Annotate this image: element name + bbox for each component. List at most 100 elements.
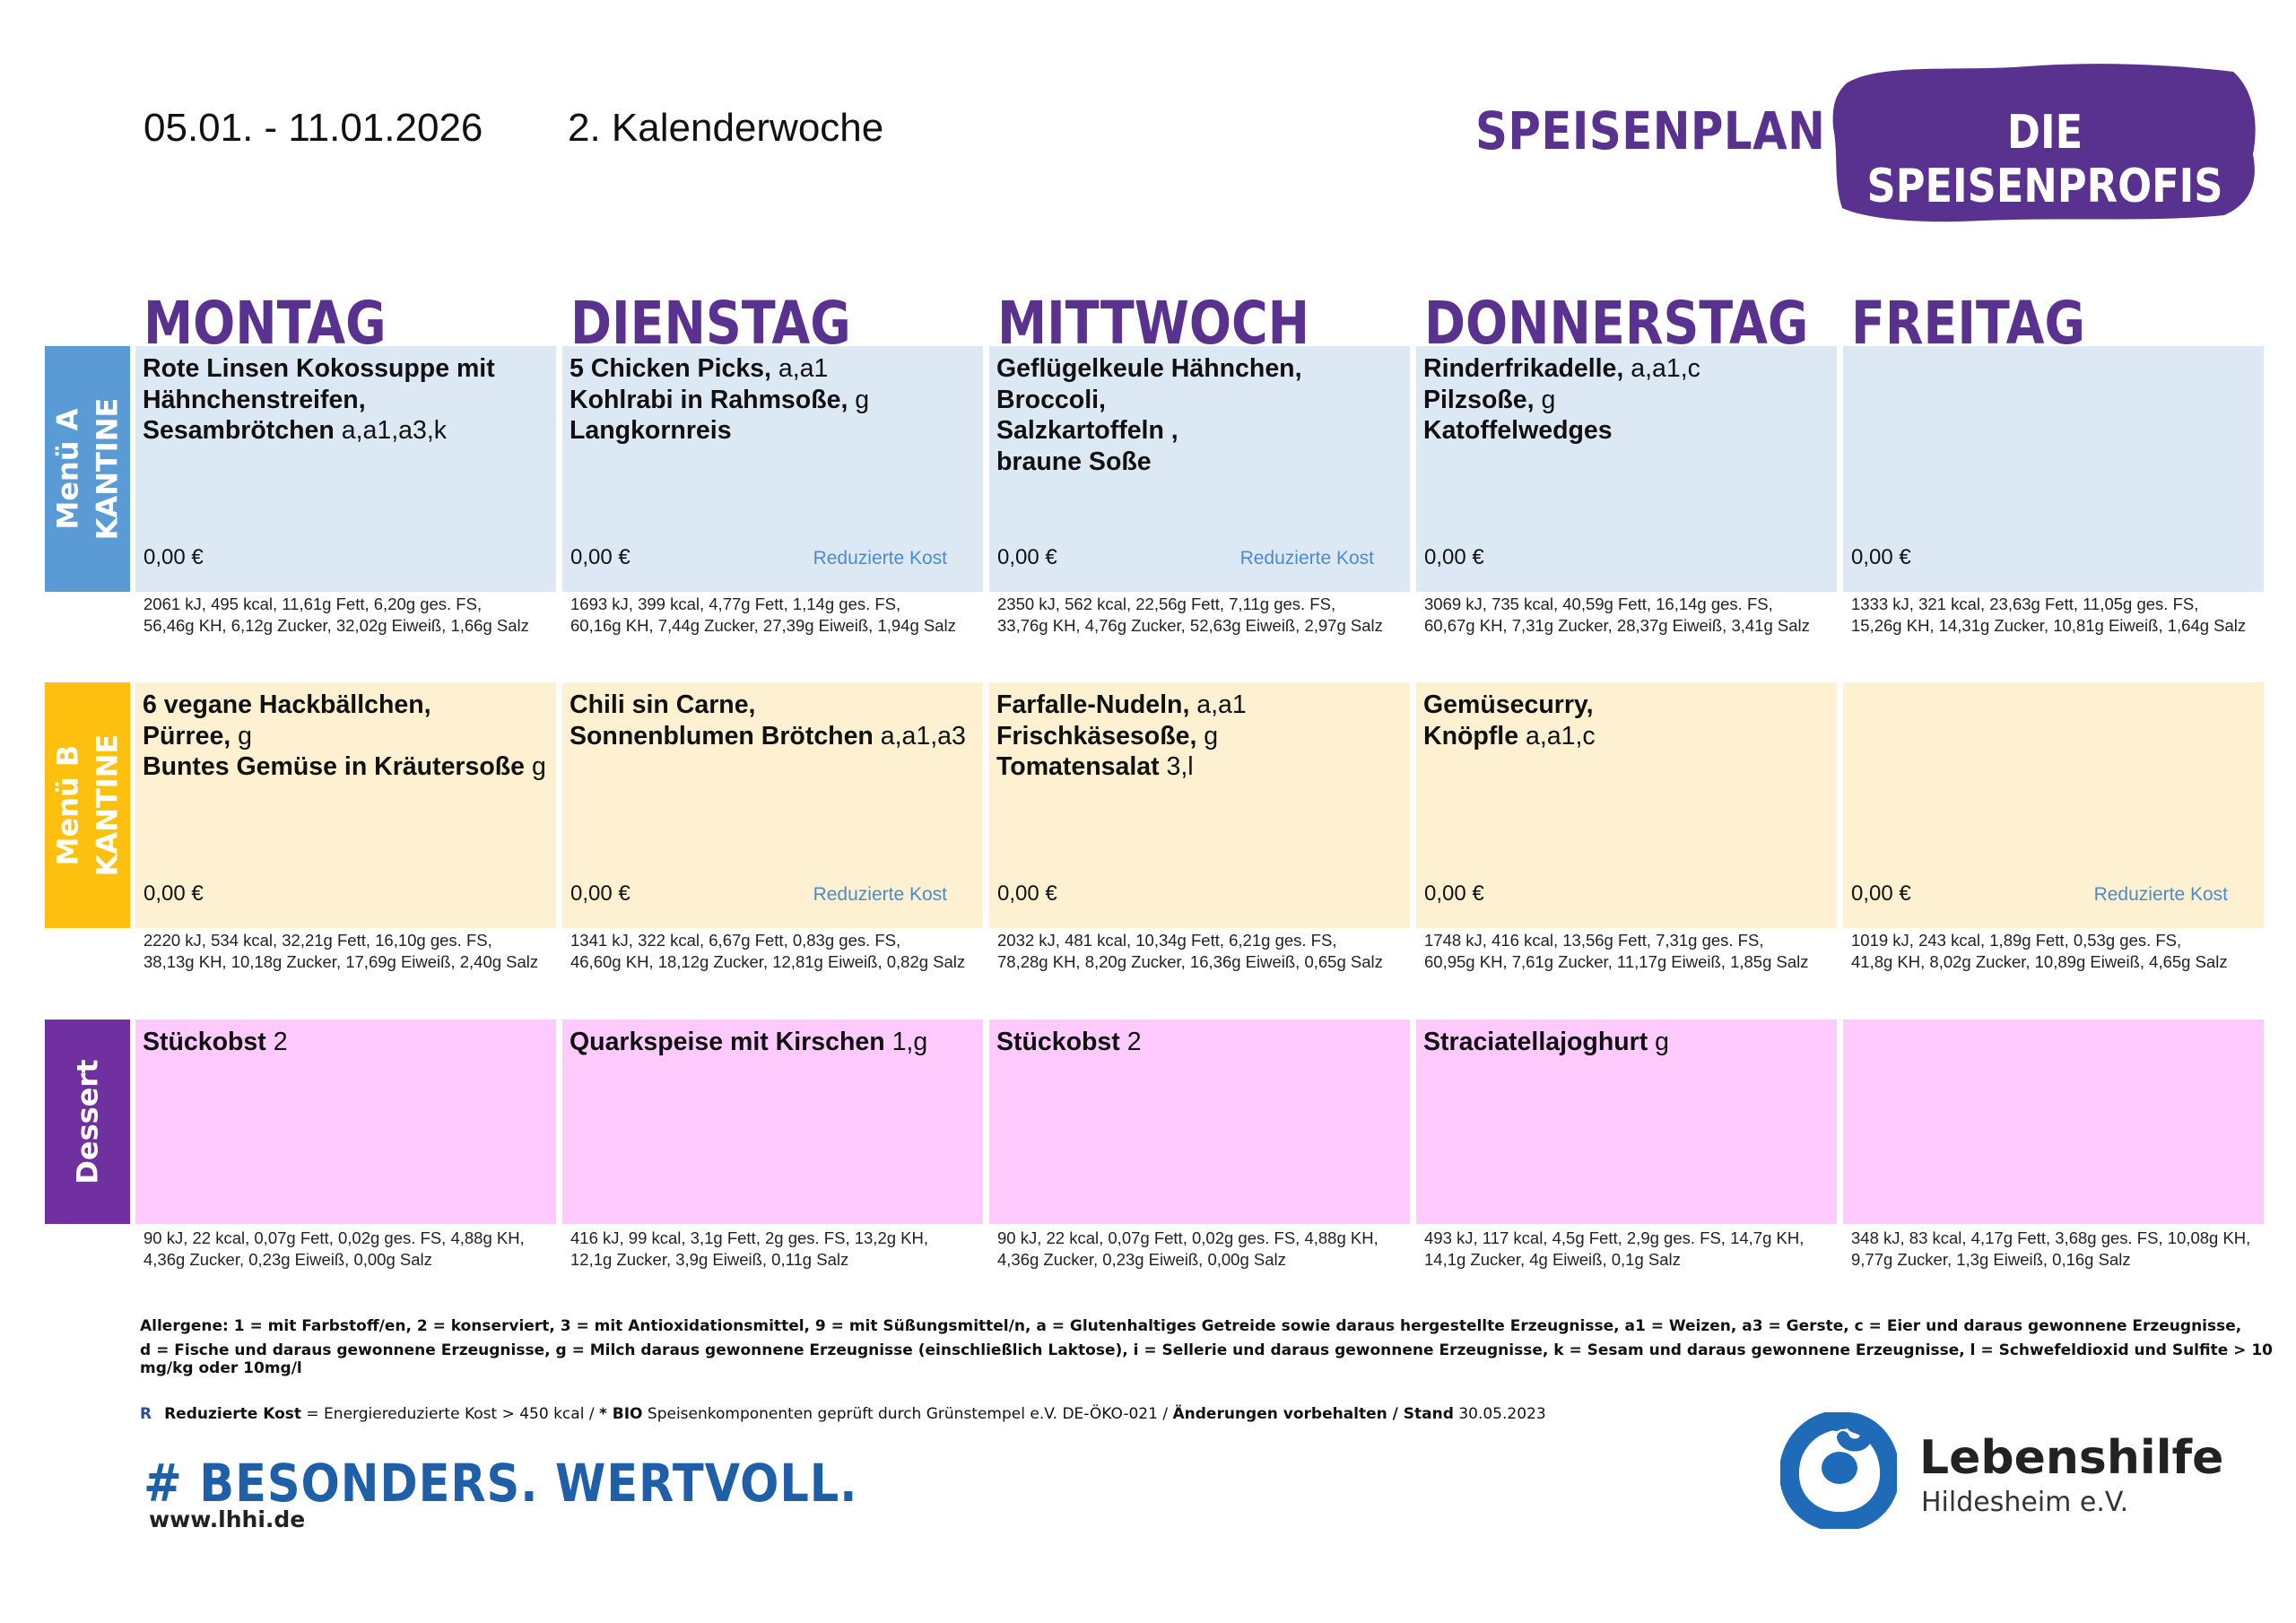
brand-badge-icon — [1832, 64, 2256, 222]
dish-name: Broccoli, — [996, 385, 1106, 414]
nutrition-info: 1333 kJ, 321 kcal, 23,63g Fett, 11,05g g… — [1851, 594, 2272, 637]
nutrition-line-1: 1333 kJ, 321 kcal, 23,63g Fett, 11,05g g… — [1851, 595, 2199, 613]
dish-line: Rote Linsen Kokossuppe mit — [143, 353, 549, 385]
dish-line: Rinderfrikadelle, a,a1,c — [1423, 353, 1830, 385]
row-label-dessert-line1: Dessert — [70, 1059, 105, 1185]
dish-name: Quarkspeise mit Kirschen — [570, 1028, 885, 1056]
calendar-week: 2. Kalenderwoche — [568, 106, 884, 150]
nutrition-line-1: 348 kJ, 83 kcal, 4,17g Fett, 3,68g ges. … — [1851, 1228, 2251, 1247]
allergen-codes: a,a1 — [770, 354, 829, 383]
dish-name: Farfalle-Nudeln, — [996, 690, 1190, 719]
dish-name: Langkornreis — [570, 416, 732, 445]
lebenshilfe-logo-icon — [1780, 1412, 1897, 1529]
dish-line: Sonnenblumen Brötchen a,a1,a3 — [570, 721, 976, 752]
dish-line: Kohlrabi in Rahmsoße, g — [570, 385, 976, 416]
price: 0,00 € — [997, 545, 1057, 569]
nutrition-info: 1693 kJ, 399 kcal, 4,77g Fett, 1,14g ges… — [570, 594, 991, 637]
menu-a-cell-day-4: Rinderfrikadelle, a,a1,c Pilzsoße, g Katof… — [1416, 346, 1837, 592]
price: 0,00 € — [570, 881, 631, 906]
dish-name: Stückobst — [143, 1028, 266, 1056]
nutrition-line-2: 38,13g KH, 10,18g Zucker, 17,69g Eiweiß,… — [144, 952, 539, 971]
nutrition-line-2: 9,77g Zucker, 1,3g Eiweiß, 0,16g Salz — [1851, 1250, 2131, 1269]
dish-name: Geflügelkeule Hähnchen, — [996, 354, 1302, 383]
dish-line: Geflügelkeule Hähnchen, — [996, 353, 1403, 385]
dish-name: Hähnchenstreifen, — [143, 385, 366, 414]
dish-name: Straciatellajoghurt — [1423, 1028, 1648, 1056]
nutrition-line-1: 1019 kJ, 243 kcal, 1,89g Fett, 0,53g ges… — [1851, 931, 2182, 950]
nutrition-line-2: 33,76g KH, 4,76g Zucker, 52,63g Eiweiß, … — [997, 616, 1383, 635]
nutrition-line-1: 1341 kJ, 322 kcal, 6,67g Fett, 0,83g ges… — [570, 931, 901, 950]
nutrition-info: 2061 kJ, 495 kcal, 11,61g Fett, 6,20g ge… — [144, 594, 564, 637]
dish-line: Buntes Gemüse in Kräutersoße g — [143, 751, 549, 783]
nutrition-info: 3069 kJ, 735 kcal, 40,59g Fett, 16,14g g… — [1424, 594, 1845, 637]
menu-b-cell-day-5: 0,00 € Reduzierte Kost — [1843, 682, 2264, 928]
nutrition-line-2: 60,95g KH, 7,61g Zucker, 11,17g Eiweiß, … — [1424, 952, 1809, 971]
nutrition-info: 493 kJ, 117 kcal, 4,5g Fett, 2,9g ges. F… — [1424, 1228, 1845, 1271]
menu-b-cell-day-3: Farfalle-Nudeln, a,a1 Frischkäsesoße, g To… — [989, 682, 1410, 928]
dish-line: Tomatensalat 3,l — [996, 751, 1403, 783]
allergen-codes: a,a1,c — [1623, 354, 1700, 383]
reduced-diet-label: Reduzierte Kost — [1239, 548, 1374, 568]
nutrition-line-1: 2061 kJ, 495 kcal, 11,61g Fett, 6,20g ge… — [144, 595, 483, 613]
price: 0,00 € — [144, 881, 204, 906]
menu-a-cell-day-5: 0,00 € — [1843, 346, 2264, 592]
nutrition-info: 2032 kJ, 481 kcal, 10,34g Fett, 6,21g ge… — [997, 930, 1418, 973]
nutrition-info: 1019 kJ, 243 kcal, 1,89g Fett, 0,53g ges… — [1851, 930, 2272, 973]
dish-name: Pürree, — [143, 721, 231, 751]
nutrition-info: 90 kJ, 22 kcal, 0,07g Fett, 0,02g ges. F… — [997, 1228, 1418, 1271]
nutrition-line-1: 2220 kJ, 534 kcal, 32,21g Fett, 16,10g g… — [144, 931, 492, 950]
nutrition-line-1: 493 kJ, 117 kcal, 4,5g Fett, 2,9g ges. F… — [1424, 1228, 1805, 1247]
dish-line: Hähnchenstreifen, — [143, 385, 549, 416]
row-label-dessert: Dessert — [45, 1020, 130, 1224]
nutrition-line-2: 14,1g Zucker, 4g Eiweiß, 0,1g Salz — [1424, 1250, 1681, 1269]
dish-line: Broccoli, — [996, 385, 1403, 416]
allergen-codes: g — [1534, 385, 1556, 414]
allergen-codes: a,a1,a3 — [873, 721, 966, 751]
nutrition-line-1: 2032 kJ, 481 kcal, 10,34g Fett, 6,21g ge… — [997, 931, 1337, 950]
dish-line: Straciatellajoghurt g — [1423, 1027, 1830, 1058]
nutrition-line-1: 416 kJ, 99 kcal, 3,1g Fett, 2g ges. FS, … — [570, 1228, 928, 1247]
website-link[interactable]: www.lhhi.de — [149, 1506, 306, 1532]
dish-name: 6 vegane Hackbällchen, — [143, 690, 431, 719]
dish-line: Sesambrötchen a,a1,a3,k — [143, 415, 549, 447]
allergen-codes: g — [848, 385, 870, 414]
dish-line: braune Soße — [996, 447, 1403, 478]
allergens-line-1: Allergene: 1 = mit Farbstoff/en, 2 = kon… — [140, 1317, 2242, 1335]
brand-name: DIE SPEISENPROFIS — [1866, 106, 2223, 213]
dessert-cell-day-5 — [1843, 1020, 2264, 1224]
nutrition-line-2: 12,1g Zucker, 3,9g Eiweiß, 0,11g Salz — [570, 1250, 849, 1269]
dish-line: Pürree, g — [143, 721, 549, 752]
dish-name: Salzkartoffeln , — [996, 416, 1178, 445]
price: 0,00 € — [1851, 881, 1911, 906]
dish-line: Frischkäsesoße, g — [996, 721, 1403, 752]
allergen-codes: 1,g — [884, 1028, 928, 1056]
dish-name: Sonnenblumen Brötchen — [570, 721, 874, 751]
nutrition-line-1: 90 kJ, 22 kcal, 0,07g Fett, 0,02g ges. F… — [997, 1228, 1378, 1247]
dish-name: Gemüsecurry, — [1423, 690, 1594, 719]
dish-line: Gemüsecurry, — [1423, 690, 1830, 721]
nutrition-info: 348 kJ, 83 kcal, 4,17g Fett, 3,68g ges. … — [1851, 1228, 2272, 1271]
nutrition-line-2: 46,60g KH, 18,12g Zucker, 12,81g Eiweiß,… — [570, 952, 966, 971]
nutrition-info: 90 kJ, 22 kcal, 0,07g Fett, 0,02g ges. F… — [144, 1228, 564, 1271]
nutrition-info: 1341 kJ, 322 kcal, 6,67g Fett, 0,83g ges… — [570, 930, 991, 973]
price: 0,00 € — [1424, 545, 1484, 569]
dish-name: Knöpfle — [1423, 721, 1519, 751]
price: 0,00 € — [570, 545, 631, 569]
row-label-menu-b-line1: Menü B — [50, 744, 85, 866]
dish-line: Langkornreis — [570, 415, 976, 447]
nutrition-line-1: 90 kJ, 22 kcal, 0,07g Fett, 0,02g ges. F… — [144, 1228, 525, 1247]
dish-name: braune Soße — [996, 447, 1152, 476]
dish-name: 5 Chicken Picks, — [570, 354, 771, 383]
dish-line: Knöpfle a,a1,c — [1423, 721, 1830, 752]
dish-name: Sesambrötchen — [143, 416, 335, 445]
price: 0,00 € — [1851, 545, 1911, 569]
legend-line: R Reduzierte Kost = Energiereduzierte Kos… — [140, 1405, 1546, 1423]
allergen-codes: 2 — [265, 1028, 288, 1056]
dish-line: Quarkspeise mit Kirschen 1,g — [570, 1027, 976, 1058]
nutrition-info: 416 kJ, 99 kcal, 3,1g Fett, 2g ges. FS, … — [570, 1228, 991, 1271]
allergen-codes: g — [230, 721, 253, 751]
nutrition-line-1: 1693 kJ, 399 kcal, 4,77g Fett, 1,14g ges… — [570, 595, 901, 613]
menu-b-cell-day-2: Chili sin Carne, Sonnenblumen Brötchen a,… — [562, 682, 983, 928]
plan-title: SPEISENPLAN — [1475, 100, 1826, 161]
change-label: Änderungen vorbehalten / Stand — [1172, 1405, 1454, 1423]
